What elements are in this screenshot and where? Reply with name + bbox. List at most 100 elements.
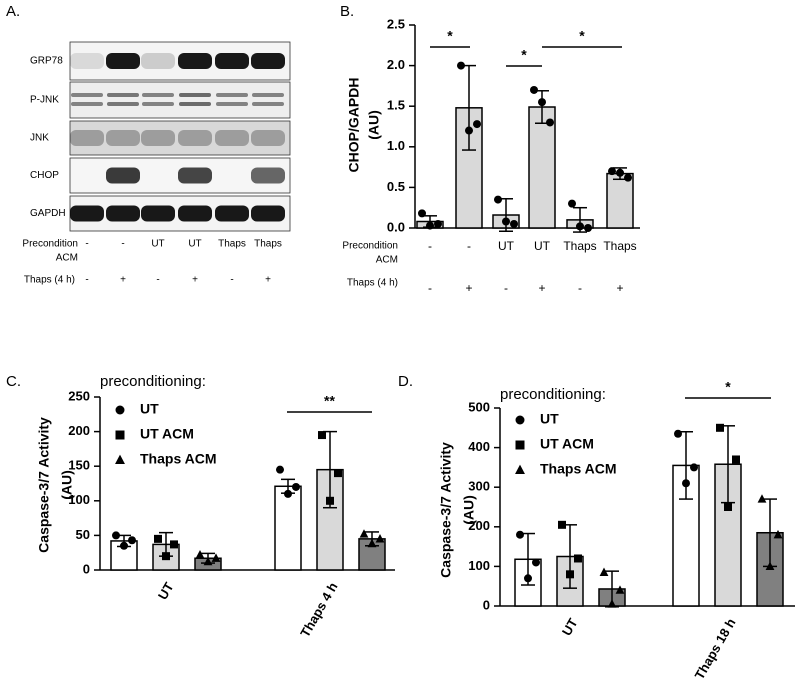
y-tick-label: 0 <box>83 561 90 576</box>
blot-band <box>141 130 175 146</box>
y-tick-label: 300 <box>468 479 490 494</box>
x-tick-label: - <box>428 239 432 253</box>
panel-label: B. <box>340 3 354 20</box>
blot-band <box>252 102 284 106</box>
data-point <box>326 496 334 505</box>
data-point <box>292 482 300 491</box>
x-tick-label: - <box>504 281 508 295</box>
legend-marker <box>515 415 525 425</box>
data-point <box>732 455 740 464</box>
blot-band <box>178 130 212 146</box>
blot-band <box>70 205 104 222</box>
data-point <box>502 217 510 226</box>
blot-band <box>142 102 174 106</box>
data-point <box>170 540 178 549</box>
y-axis-title: Caspase-3/7 Activity (AU) <box>36 417 75 553</box>
blot-band <box>251 130 285 146</box>
data-point <box>568 199 576 208</box>
x-tick-label: - <box>467 239 471 253</box>
blot-band <box>216 102 248 106</box>
blot-band <box>106 130 140 146</box>
legend-label: Thaps ACM <box>540 461 616 477</box>
data-point <box>516 530 524 539</box>
data-point <box>616 168 624 177</box>
blot-band <box>106 205 140 222</box>
y-tick-label: 50 <box>76 527 90 542</box>
lane-label: + <box>265 275 271 286</box>
data-point <box>120 541 128 550</box>
data-point <box>682 479 690 488</box>
legend-label: UT ACM <box>540 436 594 452</box>
blot-band <box>179 93 211 97</box>
y-axis-label: (AU) <box>59 470 75 500</box>
y-tick-label: 400 <box>468 439 490 454</box>
blot-row-label: GRP78 <box>30 56 63 67</box>
row-header: Thaps (4 h) <box>24 275 75 286</box>
bar <box>528 106 556 229</box>
x-tick-label: UT <box>559 616 581 639</box>
panel-label: A. <box>6 3 20 20</box>
data-point <box>546 118 554 127</box>
significance-label: * <box>447 28 453 44</box>
row-header: Precondition <box>342 241 398 252</box>
data-point <box>154 534 162 543</box>
row-header: ACM <box>376 255 398 266</box>
data-point <box>211 553 221 562</box>
lane-label: - <box>230 275 233 286</box>
data-point <box>334 469 342 478</box>
blot-band <box>106 53 140 69</box>
row-header: Precondition <box>22 239 78 250</box>
data-point <box>203 556 213 566</box>
blot-band <box>179 102 211 106</box>
data-point <box>112 531 120 540</box>
data-point <box>524 574 532 583</box>
legend-label: UT ACM <box>140 426 194 442</box>
data-point <box>757 494 767 503</box>
legend-label: UT <box>140 401 159 417</box>
blot-band <box>178 167 212 184</box>
x-tick-label: Thaps 18 h <box>692 616 739 680</box>
legend-label: UT <box>540 411 559 427</box>
data-point <box>434 219 442 228</box>
lane-label: + <box>120 275 126 286</box>
blot-band <box>107 93 139 97</box>
y-tick-label: 150 <box>68 458 90 473</box>
blot-band <box>71 102 103 106</box>
blot-band <box>141 205 175 222</box>
significance-label: * <box>521 47 527 63</box>
blot-band <box>178 53 212 69</box>
data-point <box>465 126 473 135</box>
data-point <box>566 570 574 579</box>
data-point <box>375 534 385 543</box>
data-point <box>318 431 326 440</box>
lane-label: Thaps <box>254 239 282 250</box>
lane-label: Thaps <box>218 239 246 250</box>
data-point <box>128 536 136 545</box>
legend-marker <box>515 440 525 450</box>
data-point <box>584 224 592 232</box>
y-axis-label: Caspase-3/7 Activity <box>438 442 454 578</box>
data-point <box>473 120 481 129</box>
x-tick-label: + <box>616 281 623 295</box>
legend-marker <box>115 454 125 465</box>
lane-label: UT <box>151 239 164 250</box>
data-point <box>284 489 292 498</box>
legend-marker <box>115 430 125 440</box>
legend-marker <box>515 464 525 475</box>
x-tick-label: + <box>538 281 545 295</box>
blot-row-label: GAPDH <box>30 208 66 219</box>
data-point <box>716 423 724 432</box>
data-point <box>724 503 732 511</box>
x-tick-label: - <box>578 281 582 295</box>
bar <box>606 172 634 229</box>
data-point <box>276 465 284 474</box>
data-point <box>162 552 170 561</box>
y-tick-label: 100 <box>468 558 490 573</box>
data-point <box>608 167 616 176</box>
significance-label: ** <box>324 393 335 409</box>
panel-label: C. <box>6 373 21 390</box>
blot-band <box>142 93 174 97</box>
x-tick-label: UT <box>498 239 515 253</box>
y-axis-label: CHOP/GAPDH <box>346 78 362 173</box>
y-tick-label: 1.5 <box>387 98 405 113</box>
